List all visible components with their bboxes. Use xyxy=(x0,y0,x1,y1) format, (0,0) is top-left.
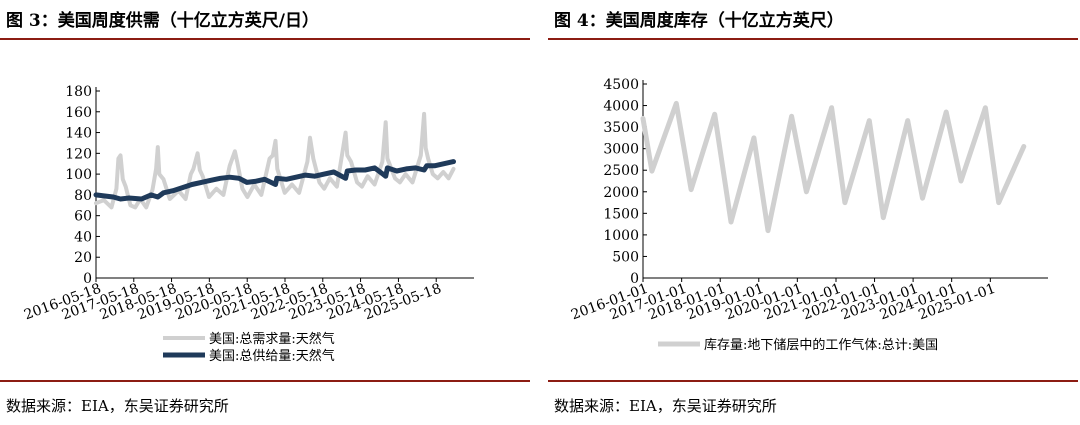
title-divider xyxy=(548,38,1078,40)
y-tick-label: 2000 xyxy=(603,185,639,201)
y-tick-label: 20 xyxy=(74,250,92,266)
source-note: 数据来源：EIA，东吴证券研究所 xyxy=(6,397,229,415)
chart-panel-supply-demand: 图 3：美国周度供需（十亿立方英尺/日） 0 20 40 60 80 100 120 140 1… xyxy=(0,0,530,425)
y-tick-label: 1500 xyxy=(603,206,639,222)
legend-label-1: 美国:总供给量:天然气 xyxy=(209,348,335,364)
y-tick-label: 3500 xyxy=(603,120,639,136)
y-tick-label: 4000 xyxy=(603,99,639,115)
y-tick-label: 3000 xyxy=(603,142,639,158)
y-tick-label: 1000 xyxy=(603,228,639,244)
y-tick-label: 40 xyxy=(74,229,92,245)
source-divider xyxy=(0,380,530,382)
y-tick-label: 120 xyxy=(65,146,92,162)
y-tick-label: 2500 xyxy=(603,163,639,179)
y-tick-label: 0 xyxy=(630,271,639,287)
source-note: 数据来源：EIA，东吴证券研究所 xyxy=(554,397,777,415)
series-line-1 xyxy=(93,159,456,202)
series-line-0 xyxy=(640,100,1027,234)
legend-label-0: 美国:总需求量:天然气 xyxy=(209,331,335,347)
y-tick-label: 180 xyxy=(65,84,92,100)
supply-demand-chart: 0204060801001201401601802016-05-182017-0… xyxy=(22,84,474,364)
source-divider xyxy=(548,380,1078,382)
y-tick-label: 80 xyxy=(74,188,92,204)
chart-panel-storage: 图 4：美国周度库存（十亿立方英尺） 0 500 1000 1500 2000 2500 3… xyxy=(548,0,1078,425)
chart-title: 图 3：美国周度供需（十亿立方英尺/日） xyxy=(6,11,319,31)
y-tick-label: 160 xyxy=(65,105,92,121)
y-tick-label: 4500 xyxy=(603,77,639,93)
y-tick-label: 60 xyxy=(74,209,92,225)
y-tick-label: 140 xyxy=(65,126,92,142)
y-tick-label: 500 xyxy=(612,249,639,265)
y-tick-label: 0 xyxy=(83,271,92,287)
y-tick-label: 100 xyxy=(65,167,92,183)
storage-chart: 0500100015002000250030003500400045002016… xyxy=(569,77,1048,353)
title-divider xyxy=(0,38,530,40)
chart-title: 图 4：美国周度库存（十亿立方英尺） xyxy=(554,11,844,31)
legend-label-0: 库存量:地下储层中的工作气体:总计:美国 xyxy=(704,337,938,353)
